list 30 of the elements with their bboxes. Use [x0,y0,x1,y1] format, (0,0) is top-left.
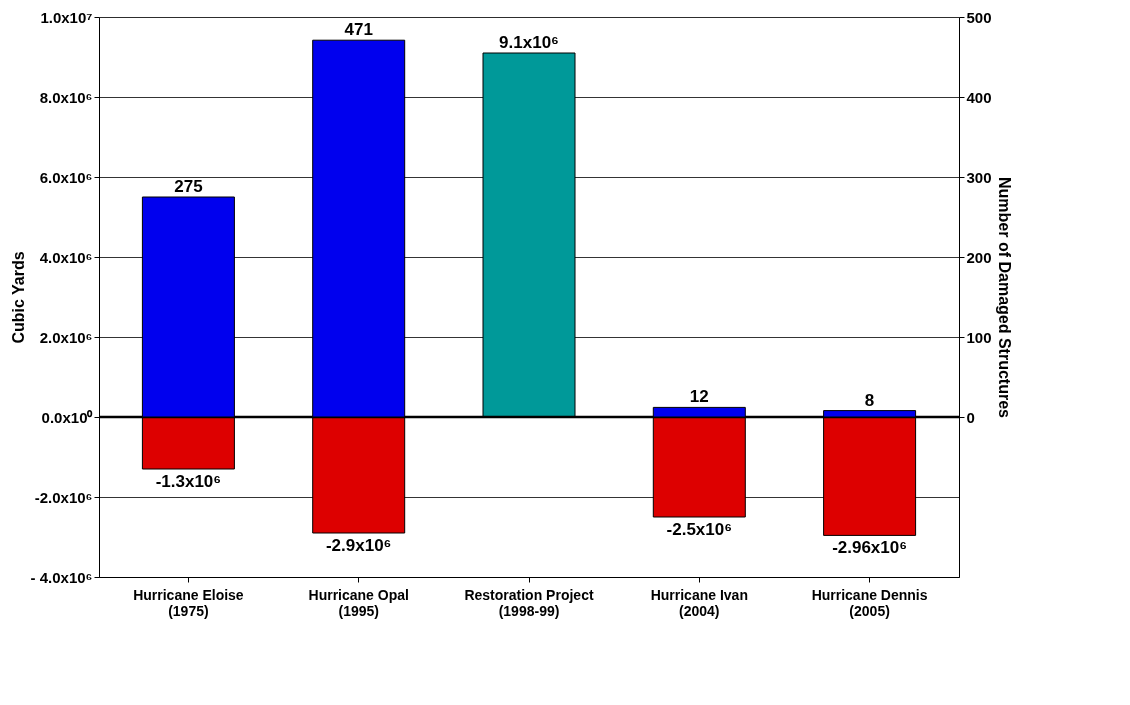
y-tick-label: 4.0x10⁶ [39,248,93,266]
y-tick-label: - 4.0x10⁶ [30,568,93,586]
y-tick-label: 6.0x10⁶ [39,168,93,186]
y-tick-label: -2.0x10⁶ [34,488,93,506]
y2-tick-label: 500 [966,8,992,26]
y-tick-label: 1.0x10⁷ [40,8,93,26]
data-label: 275 [174,177,203,196]
data-label: 9.1x10⁶ [499,33,559,52]
x-tick-label: Hurricane Ivan (2004) [650,586,748,619]
y2-tick-label: 100 [966,328,992,346]
y-tick-label: 0.0x10⁰ [41,408,94,426]
y-tick-label: 2.0x10⁶ [39,328,93,346]
data-label: -2.5x10⁶ [666,520,733,539]
data-label: 8 [864,390,875,410]
data-label: 471 [344,20,373,40]
x-tick-label: Hurricane Eloise (1975) [133,586,244,619]
data-label: -1.3x10⁶ [155,472,222,491]
x-tick-label: Restoration Project (1998-99) [464,586,594,619]
data-label: 12 [689,387,709,407]
y2-tick-label: 0 [966,408,975,426]
y-tick-label: 8.0x10⁶ [39,88,93,106]
x-tick-label: Hurricane Opal (1995) [308,586,409,619]
y2-axis-title: Number of Damaged Structures [995,177,1013,419]
y2-tick-label: 400 [966,88,992,106]
y2-tick-label: 200 [966,248,992,266]
y2-tick-label: 300 [966,168,992,186]
x-tick-label: Hurricane Dennis (2005) [811,586,928,619]
data-label: -2.9x10⁶ [325,536,392,555]
data-label: -2.96x10⁶ [832,538,908,558]
y-axis-title: Cubic Yards [9,251,27,344]
